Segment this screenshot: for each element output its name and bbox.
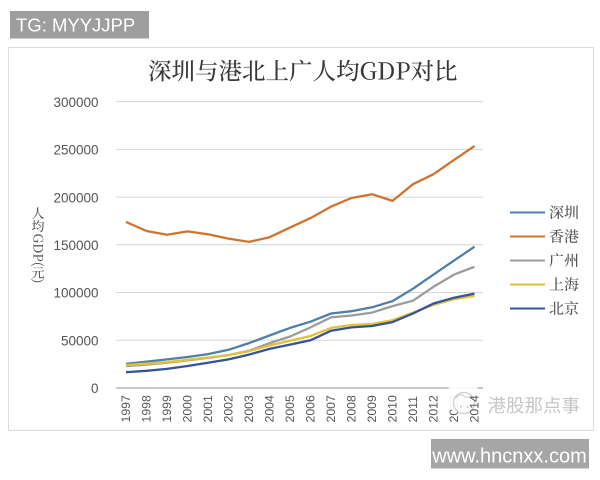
svg-text:2002: 2002 [222,395,236,423]
svg-text:1997: 1997 [119,395,133,423]
svg-text:0: 0 [91,381,99,396]
svg-text:1999: 1999 [160,395,174,423]
svg-text:2007: 2007 [324,395,338,423]
svg-text:150000: 150000 [53,238,98,253]
svg-text:250000: 250000 [53,143,98,158]
svg-text:2004: 2004 [263,395,277,423]
svg-text:300000: 300000 [53,95,98,110]
svg-text:2012: 2012 [427,395,441,423]
svg-text:2000: 2000 [181,395,195,423]
svg-text:www.hncnxx.com: www.hncnxx.com [431,446,587,468]
svg-text:2011: 2011 [406,396,420,423]
svg-text:2003: 2003 [242,395,256,423]
svg-text:TG: MYYJJPP: TG: MYYJJPP [16,15,135,36]
svg-text:2006: 2006 [304,395,318,423]
svg-text:50000: 50000 [61,334,99,349]
svg-text:200000: 200000 [53,190,98,205]
svg-text:1998: 1998 [140,395,154,423]
svg-text:2014: 2014 [468,395,482,423]
svg-text:2008: 2008 [345,395,359,423]
svg-text:2001: 2001 [201,395,215,423]
svg-text:2005: 2005 [283,395,297,423]
svg-text:2009: 2009 [365,395,379,423]
svg-text:100000: 100000 [53,286,98,301]
svg-text:2010: 2010 [386,395,400,423]
